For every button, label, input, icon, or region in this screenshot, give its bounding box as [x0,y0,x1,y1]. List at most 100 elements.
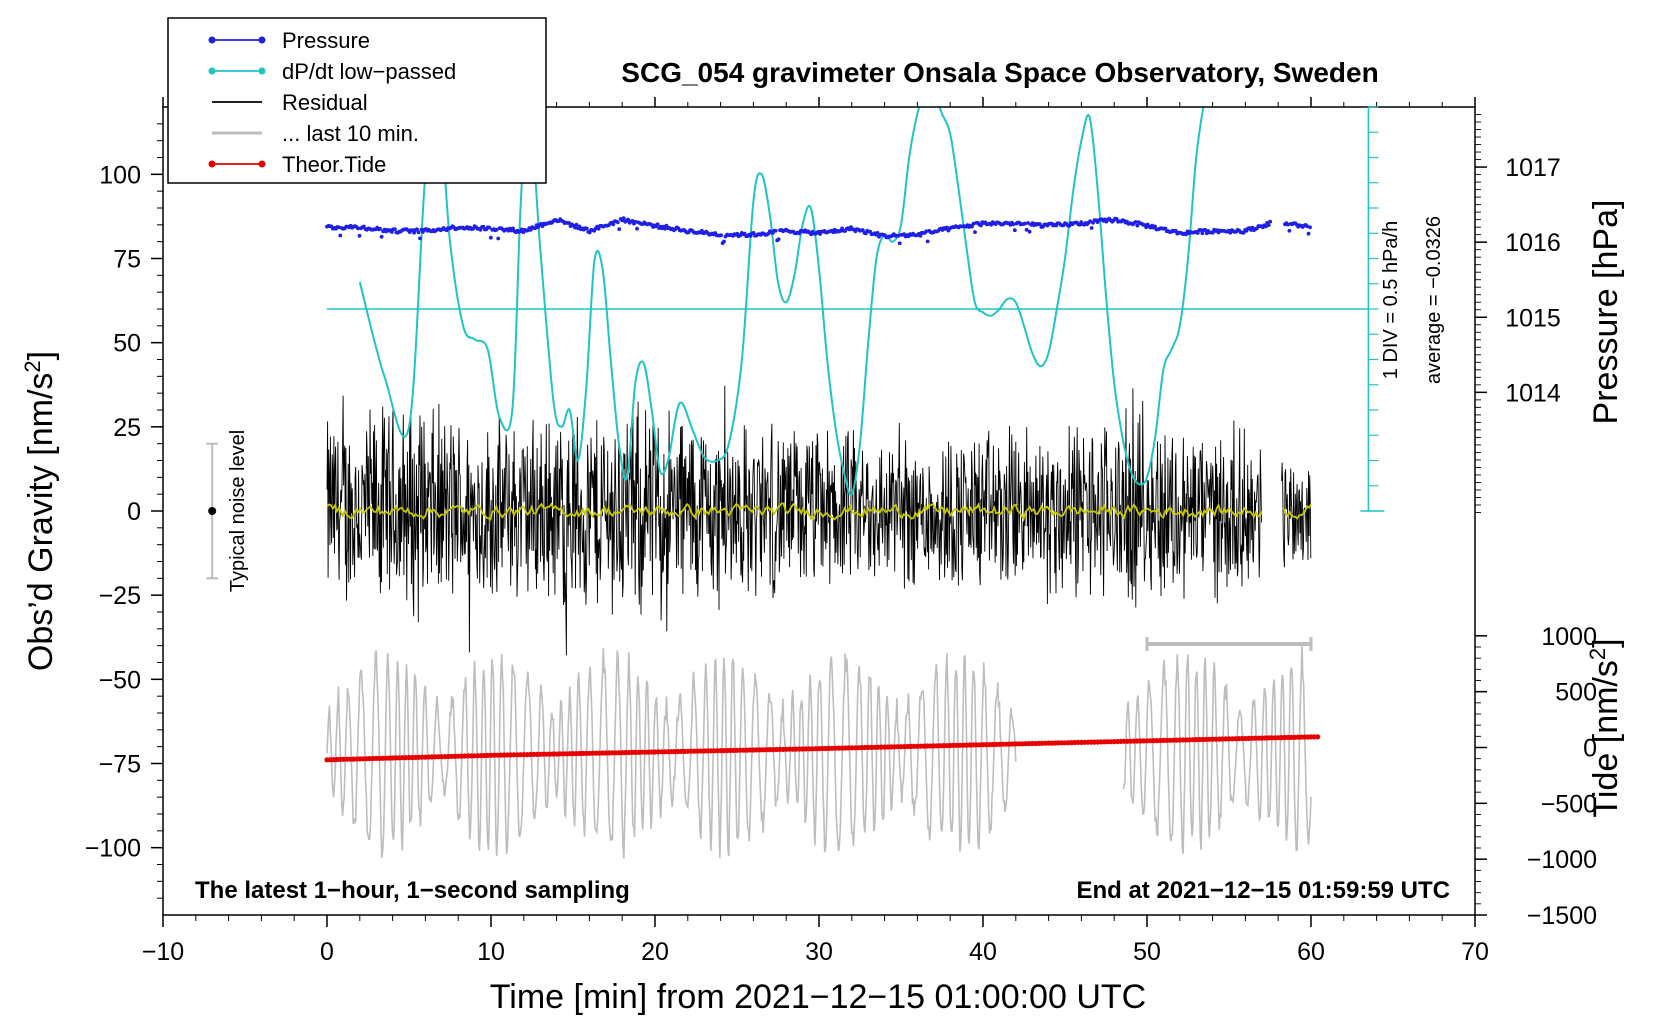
pressure-point [875,231,880,235]
pressure-point [1023,221,1027,226]
pressure-point [1200,231,1205,236]
tide-tick-label: −1000 [1527,846,1597,874]
pressure-point [488,235,493,240]
pressure-point [1027,229,1032,234]
tide-axis-title-main: Tide [nm/s [1587,660,1625,817]
pressure-point [1114,217,1119,221]
pressure-point [1287,228,1292,233]
tide-axis-title-sup: 2 [1585,648,1610,660]
tide-tick-label: −1500 [1527,902,1597,930]
pressure-tick-label: 1016 [1505,229,1561,257]
tide-point [1315,734,1321,740]
pressure-point [1011,222,1016,227]
pressure-point [418,236,422,241]
pressure-point [621,216,626,221]
pressure-point [925,239,930,244]
pressure-point [896,233,901,238]
pressure-point [1012,228,1017,233]
x-axis-title: Time [min] from 2021−12−15 01:00:00 UTC [490,978,1146,1016]
legend-label: Pressure [282,28,370,53]
pressure-point [924,229,929,234]
x-tick-label: 30 [805,938,833,966]
residual-smoothed-line [326,502,1312,521]
dpdt-line [358,107,1205,496]
pressure-tick-label: 1015 [1505,304,1561,332]
chart-title: SCG_054 gravimeter Onsala Space Observat… [621,57,1378,88]
gravity-axis-title-close: ] [22,351,60,360]
pressure-point [918,233,923,238]
legend-label: ... last 10 min. [282,121,419,146]
gravity-tick-label: −100 [85,835,141,863]
pressure-point [655,222,660,227]
pressure-point [1089,226,1094,230]
pressure-point [511,226,515,231]
data-layer [324,107,1369,859]
pressure-tick-label: 1017 [1505,154,1561,182]
legend-label: Residual [282,90,368,115]
pressure-point [528,228,533,232]
axes-layer [151,97,1487,927]
noise-label: Typical noise level [227,430,249,592]
pressure-point [635,226,639,231]
legend-marker [208,36,216,44]
pressure-point [945,225,949,230]
pressure-point [1173,228,1178,233]
pressure-point [336,225,341,230]
x-tick-label: 0 [320,938,334,966]
residual-line [326,385,1312,656]
pressure-point [1038,222,1042,227]
pressure-point [1268,219,1273,224]
pressure-point [494,227,499,232]
x-tick-label: 50 [1133,938,1161,966]
pressure-point [567,221,571,225]
pressure-point [574,222,579,227]
legend-marker [208,160,216,168]
tide-tick-label: −500 [1541,790,1597,818]
pressure-point [1026,221,1030,225]
pressure-point [1308,225,1312,230]
pressure-point [1210,230,1215,235]
pressure-point [393,227,397,232]
tide-series [324,734,1321,763]
bottom-right-note: End at 2021−12−15 01:59:59 UTC [1076,877,1450,904]
legend-marker [208,67,216,75]
pressure-point [773,228,778,233]
gravity-tick-label: −75 [99,751,141,779]
pressure-series [325,216,1312,246]
x-tick-label: 10 [477,938,505,966]
text-layer: −10 0 10 20 30 40 50 60 701007550250−25−50−75−10… [20,57,1625,1016]
pressure-point [1266,223,1271,228]
gravity-tick-label: −50 [99,666,141,694]
pressure-point [1198,228,1203,232]
pressure-point [1263,224,1268,229]
pressure-point [356,226,360,231]
pressure-point [1024,227,1029,232]
pressure-point [487,225,492,230]
pressure-point [663,226,667,231]
tide-tick-label: 1000 [1541,623,1597,651]
legend-marker [258,36,266,44]
pressure-point [1133,220,1138,224]
legend-box [167,17,547,184]
pressure-point [415,227,419,232]
pressure-point [970,224,974,229]
x-tick-label: 20 [641,938,669,966]
dpdt-average-label: average = −0.0326 [1423,216,1445,384]
last-10-min-line [326,646,1312,859]
pressure-point [379,234,384,239]
pressure-point [596,226,601,231]
x-tick-label: 70 [1461,938,1489,966]
x-tick-label: 60 [1297,938,1325,966]
pressure-point [860,228,865,232]
tide-tick-label: 500 [1555,679,1597,707]
pressure-point [719,233,723,238]
pressure-point [519,227,524,232]
pressure-point [1306,231,1311,236]
pressure-point [1135,223,1140,228]
pressure-point [357,233,362,238]
noise-center-dot [208,507,217,515]
pressure-point [1184,232,1188,237]
pressure-point [577,224,582,229]
x-tick-label: −10 [142,938,184,966]
